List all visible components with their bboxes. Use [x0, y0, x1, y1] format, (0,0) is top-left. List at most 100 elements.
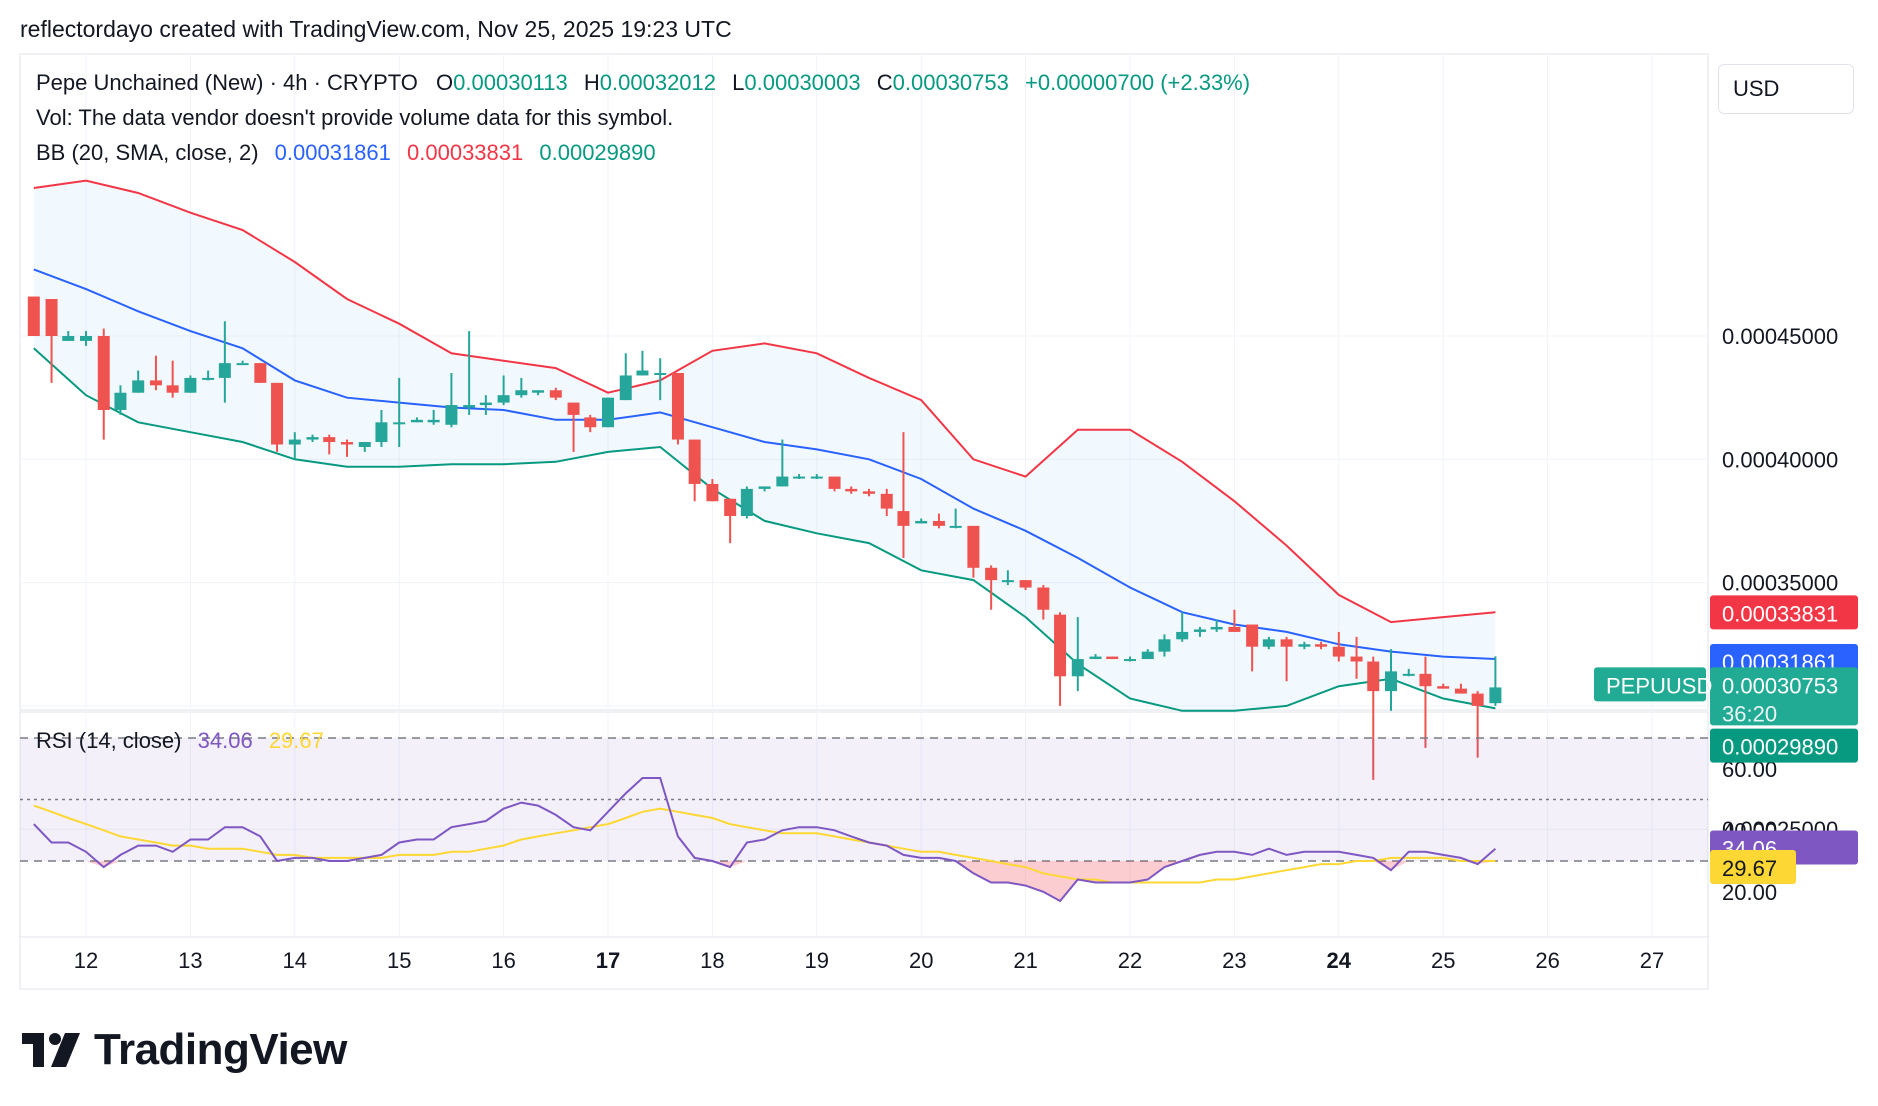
rsi-ma-tag — [1710, 850, 1796, 885]
candle-body — [1367, 661, 1380, 692]
credit-header: reflectordayo created with TradingView.c… — [20, 16, 732, 42]
time-axis-tick: 24 — [1327, 948, 1352, 973]
candle-body — [1141, 651, 1154, 660]
candle-body — [1471, 693, 1484, 706]
candle-body — [1262, 639, 1275, 647]
candle-body — [1019, 580, 1032, 588]
time-axis-tick: 15 — [387, 948, 411, 973]
change-value: +0.00000700 (+2.33%) — [1025, 70, 1251, 95]
candle-body — [515, 390, 528, 396]
bb-upper-line — [33, 179, 1496, 624]
candle-body — [375, 422, 388, 443]
candle-body — [236, 363, 249, 366]
candle-body — [1176, 631, 1189, 640]
low-label: L — [732, 70, 745, 95]
candle-body — [463, 405, 476, 408]
price-axis-tick: 0.00035000 — [1722, 571, 1838, 596]
candle-body — [62, 336, 75, 341]
candle-body — [1193, 629, 1206, 632]
volume-legend: Vol: The data vendor doesn't provide vol… — [36, 105, 674, 130]
price-pane-frame — [19, 53, 1709, 711]
rsi-title: RSI (14, close) — [36, 728, 182, 753]
candle-body — [323, 437, 336, 443]
candle-body — [985, 567, 998, 581]
bollinger-bands — [33, 179, 1496, 712]
time-axis-tick: 17 — [596, 948, 620, 973]
symbol-legend: Pepe Unchained (New) · 4h · CRYPTO O0.00… — [36, 70, 1250, 96]
candle-body — [1054, 614, 1067, 677]
candle-body — [1350, 656, 1363, 662]
price-axis-tick: 0.00045000 — [1722, 324, 1838, 349]
candle-body — [810, 476, 823, 479]
candle-body — [549, 390, 562, 398]
candlestick-series — [27, 296, 1502, 780]
candle-body — [1454, 688, 1467, 694]
candle-body — [1106, 656, 1119, 660]
candle-body — [724, 498, 737, 517]
candle-body — [671, 372, 684, 440]
time-axis-tick: 26 — [1535, 948, 1559, 973]
candle-body — [1385, 671, 1397, 692]
time-axis-tick: 12 — [74, 948, 98, 973]
candle-body — [1037, 587, 1050, 610]
time-axis-frame — [19, 936, 1709, 990]
candle-body — [132, 380, 145, 393]
rsi-value: 34.06 — [197, 728, 253, 753]
symbol-tag-text: PEPUUSD — [1606, 673, 1712, 698]
rsi-legend: RSI (14, close) 34.06 29.67 — [36, 728, 324, 754]
candle-body — [793, 476, 806, 479]
open-label: O — [436, 70, 454, 95]
time-axis-tick: 27 — [1640, 948, 1664, 973]
time-axis-tick: 20 — [909, 948, 933, 973]
rsi-line — [33, 777, 1497, 903]
candle-body — [1402, 673, 1415, 676]
close-value: 0.00030753 — [892, 70, 1009, 95]
candle-body — [202, 377, 215, 380]
low-value: 0.00030003 — [744, 70, 861, 95]
candle-body — [27, 296, 40, 336]
open-value: 0.00030113 — [453, 70, 568, 95]
candle-body — [1315, 644, 1328, 647]
bb-upper-tag-text: 0.00033831 — [1722, 601, 1838, 626]
time-axis-tick: 23 — [1222, 948, 1246, 973]
candle-body — [828, 476, 841, 489]
candle-body — [1228, 626, 1241, 632]
bb-lower-value: 0.00029890 — [539, 140, 656, 165]
candle-body — [410, 419, 423, 423]
candle-body — [915, 520, 928, 524]
tradingview-logo[interactable]: TradingView — [22, 1025, 347, 1075]
time-axis-tick: 16 — [491, 948, 515, 973]
candle-body — [654, 372, 667, 375]
candle-body — [1246, 624, 1259, 647]
candle-body — [1419, 673, 1432, 687]
rsi-pane — [20, 737, 1708, 903]
candle-body — [306, 437, 319, 440]
candle-body — [1437, 686, 1450, 689]
time-axis-tick: 14 — [283, 948, 307, 973]
candle-body — [863, 491, 875, 494]
candle-body — [254, 363, 267, 383]
candle-body — [845, 488, 858, 492]
bb-lower-line — [33, 347, 1496, 712]
candle-body — [602, 397, 614, 428]
axes: 0.000450000.000400000.000350000.00025000… — [74, 324, 1858, 973]
currency-selector[interactable]: USD — [1718, 64, 1854, 114]
candle-body — [967, 525, 980, 568]
candle-body — [271, 382, 284, 445]
candle-body — [45, 299, 58, 336]
candle-body — [619, 375, 632, 401]
bb-upper-value: 0.00033831 — [407, 140, 524, 165]
candle-body — [1071, 659, 1084, 677]
price-axis-tick: 0.00040000 — [1722, 447, 1838, 472]
candle-body — [932, 520, 945, 526]
last-price-tag — [1710, 667, 1858, 726]
candle-body — [758, 486, 771, 489]
time-axis-tick: 22 — [1118, 948, 1142, 973]
candle-body — [393, 422, 406, 425]
rsi-ma-line — [33, 804, 1496, 884]
candle-body — [1332, 646, 1345, 657]
candle-body — [97, 336, 110, 410]
rsi-ma-value: 29.67 — [268, 728, 324, 753]
